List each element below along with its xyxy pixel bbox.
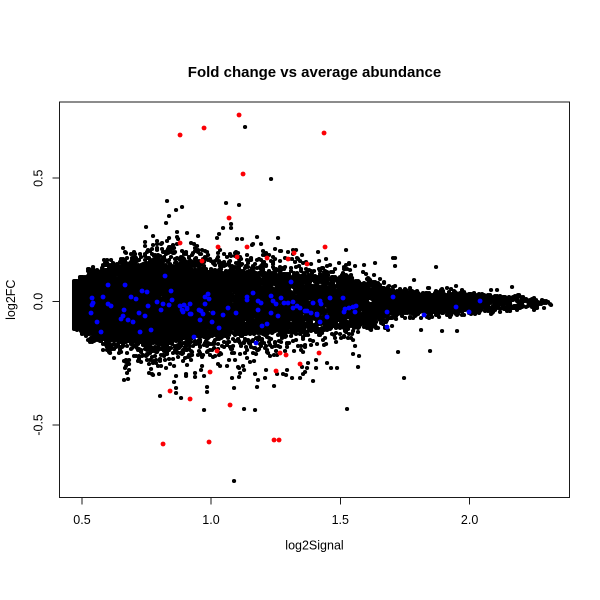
svg-text:0.5: 0.5 [73, 513, 90, 527]
svg-text:0.0: 0.0 [31, 293, 45, 310]
svg-text:-0.5: -0.5 [31, 414, 45, 436]
svg-text:log2Signal: log2Signal [285, 539, 343, 553]
svg-text:0.5: 0.5 [31, 169, 45, 186]
svg-text:1.0: 1.0 [202, 513, 219, 527]
svg-text:2.0: 2.0 [461, 513, 478, 527]
svg-text:Fold change vs average abundan: Fold change vs average abundance [188, 64, 441, 81]
svg-text:1.5: 1.5 [332, 513, 349, 527]
svg-text:log2FC: log2FC [4, 280, 18, 320]
